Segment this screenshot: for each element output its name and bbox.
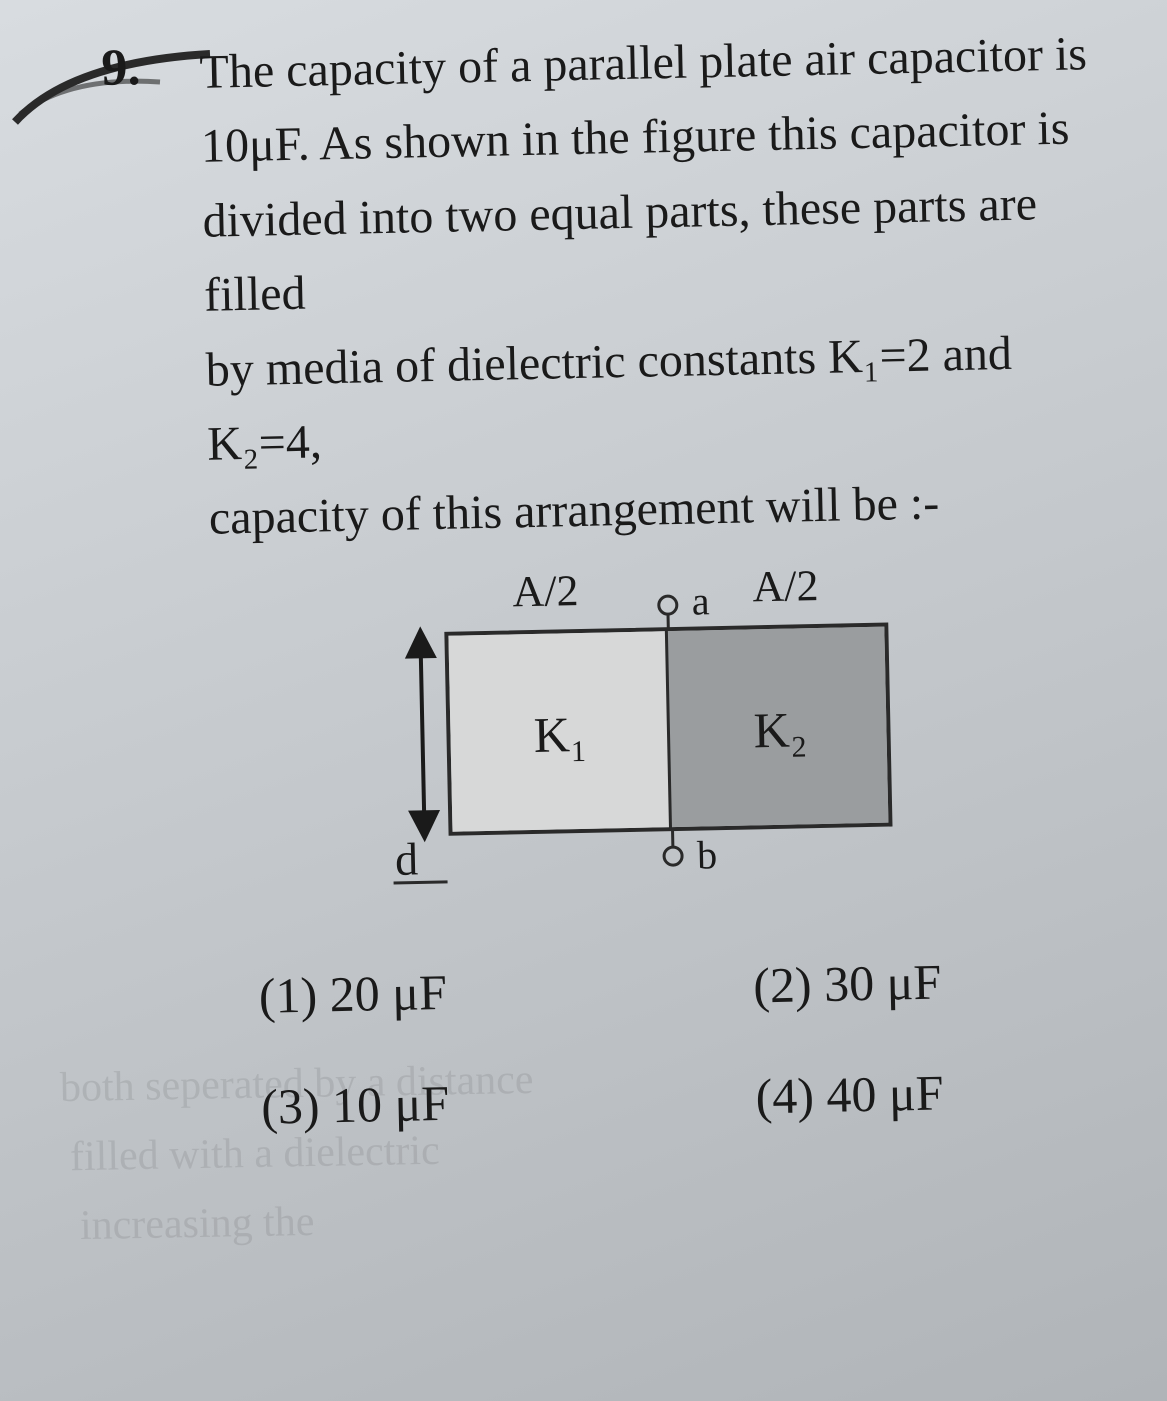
q-line-5: capacity of this arrangement will be :- [208, 477, 939, 545]
k1-label: K₁ [533, 706, 588, 763]
d-label: d [394, 833, 418, 884]
option-2[interactable]: (2) 30 μF [753, 939, 1129, 1024]
q-line-3: divided into two equal parts, these part… [202, 177, 1037, 322]
question-body: The capacity of a parallel plate air cap… [199, 17, 1131, 1148]
answer-options: (1) 20 μF (2) 30 μF (3) 10 μF (4) 40 μF [258, 939, 1131, 1146]
q-line-1: The capacity of a parallel plate air cap… [199, 27, 1087, 99]
label-area-right: A/2 [751, 561, 818, 611]
d-underline [393, 882, 447, 883]
d-dimension-arrow [420, 642, 424, 826]
option-3[interactable]: (3) 10 μF [260, 1061, 636, 1146]
page-content: 9. The capacity of a parallel plate air … [0, 0, 1167, 1191]
terminal-a-label: a [691, 578, 710, 623]
terminal-b-circle [663, 847, 681, 865]
figure-container: A/2 A/2 a K₁ K₂ [210, 549, 1126, 928]
terminal-a-circle [658, 596, 676, 614]
terminal-b-label: b [696, 832, 717, 877]
q-line-4: by media of dielectric constants K₁=2 an… [205, 326, 1012, 470]
label-area-left: A/2 [511, 566, 578, 616]
option-1[interactable]: (1) 20 μF [258, 950, 634, 1035]
option-4[interactable]: (4) 40 μF [755, 1051, 1131, 1136]
k2-label: K₂ [753, 701, 808, 758]
capacitor-figure: A/2 A/2 a K₁ K₂ [384, 553, 951, 925]
question-number: 9. [101, 36, 172, 100]
bleed-text-3: increasing the [80, 1198, 315, 1250]
question-row: 9. The capacity of a parallel plate air … [101, 17, 1131, 1150]
q-line-2: 10μF. As shown in the figure this capaci… [201, 102, 1070, 173]
